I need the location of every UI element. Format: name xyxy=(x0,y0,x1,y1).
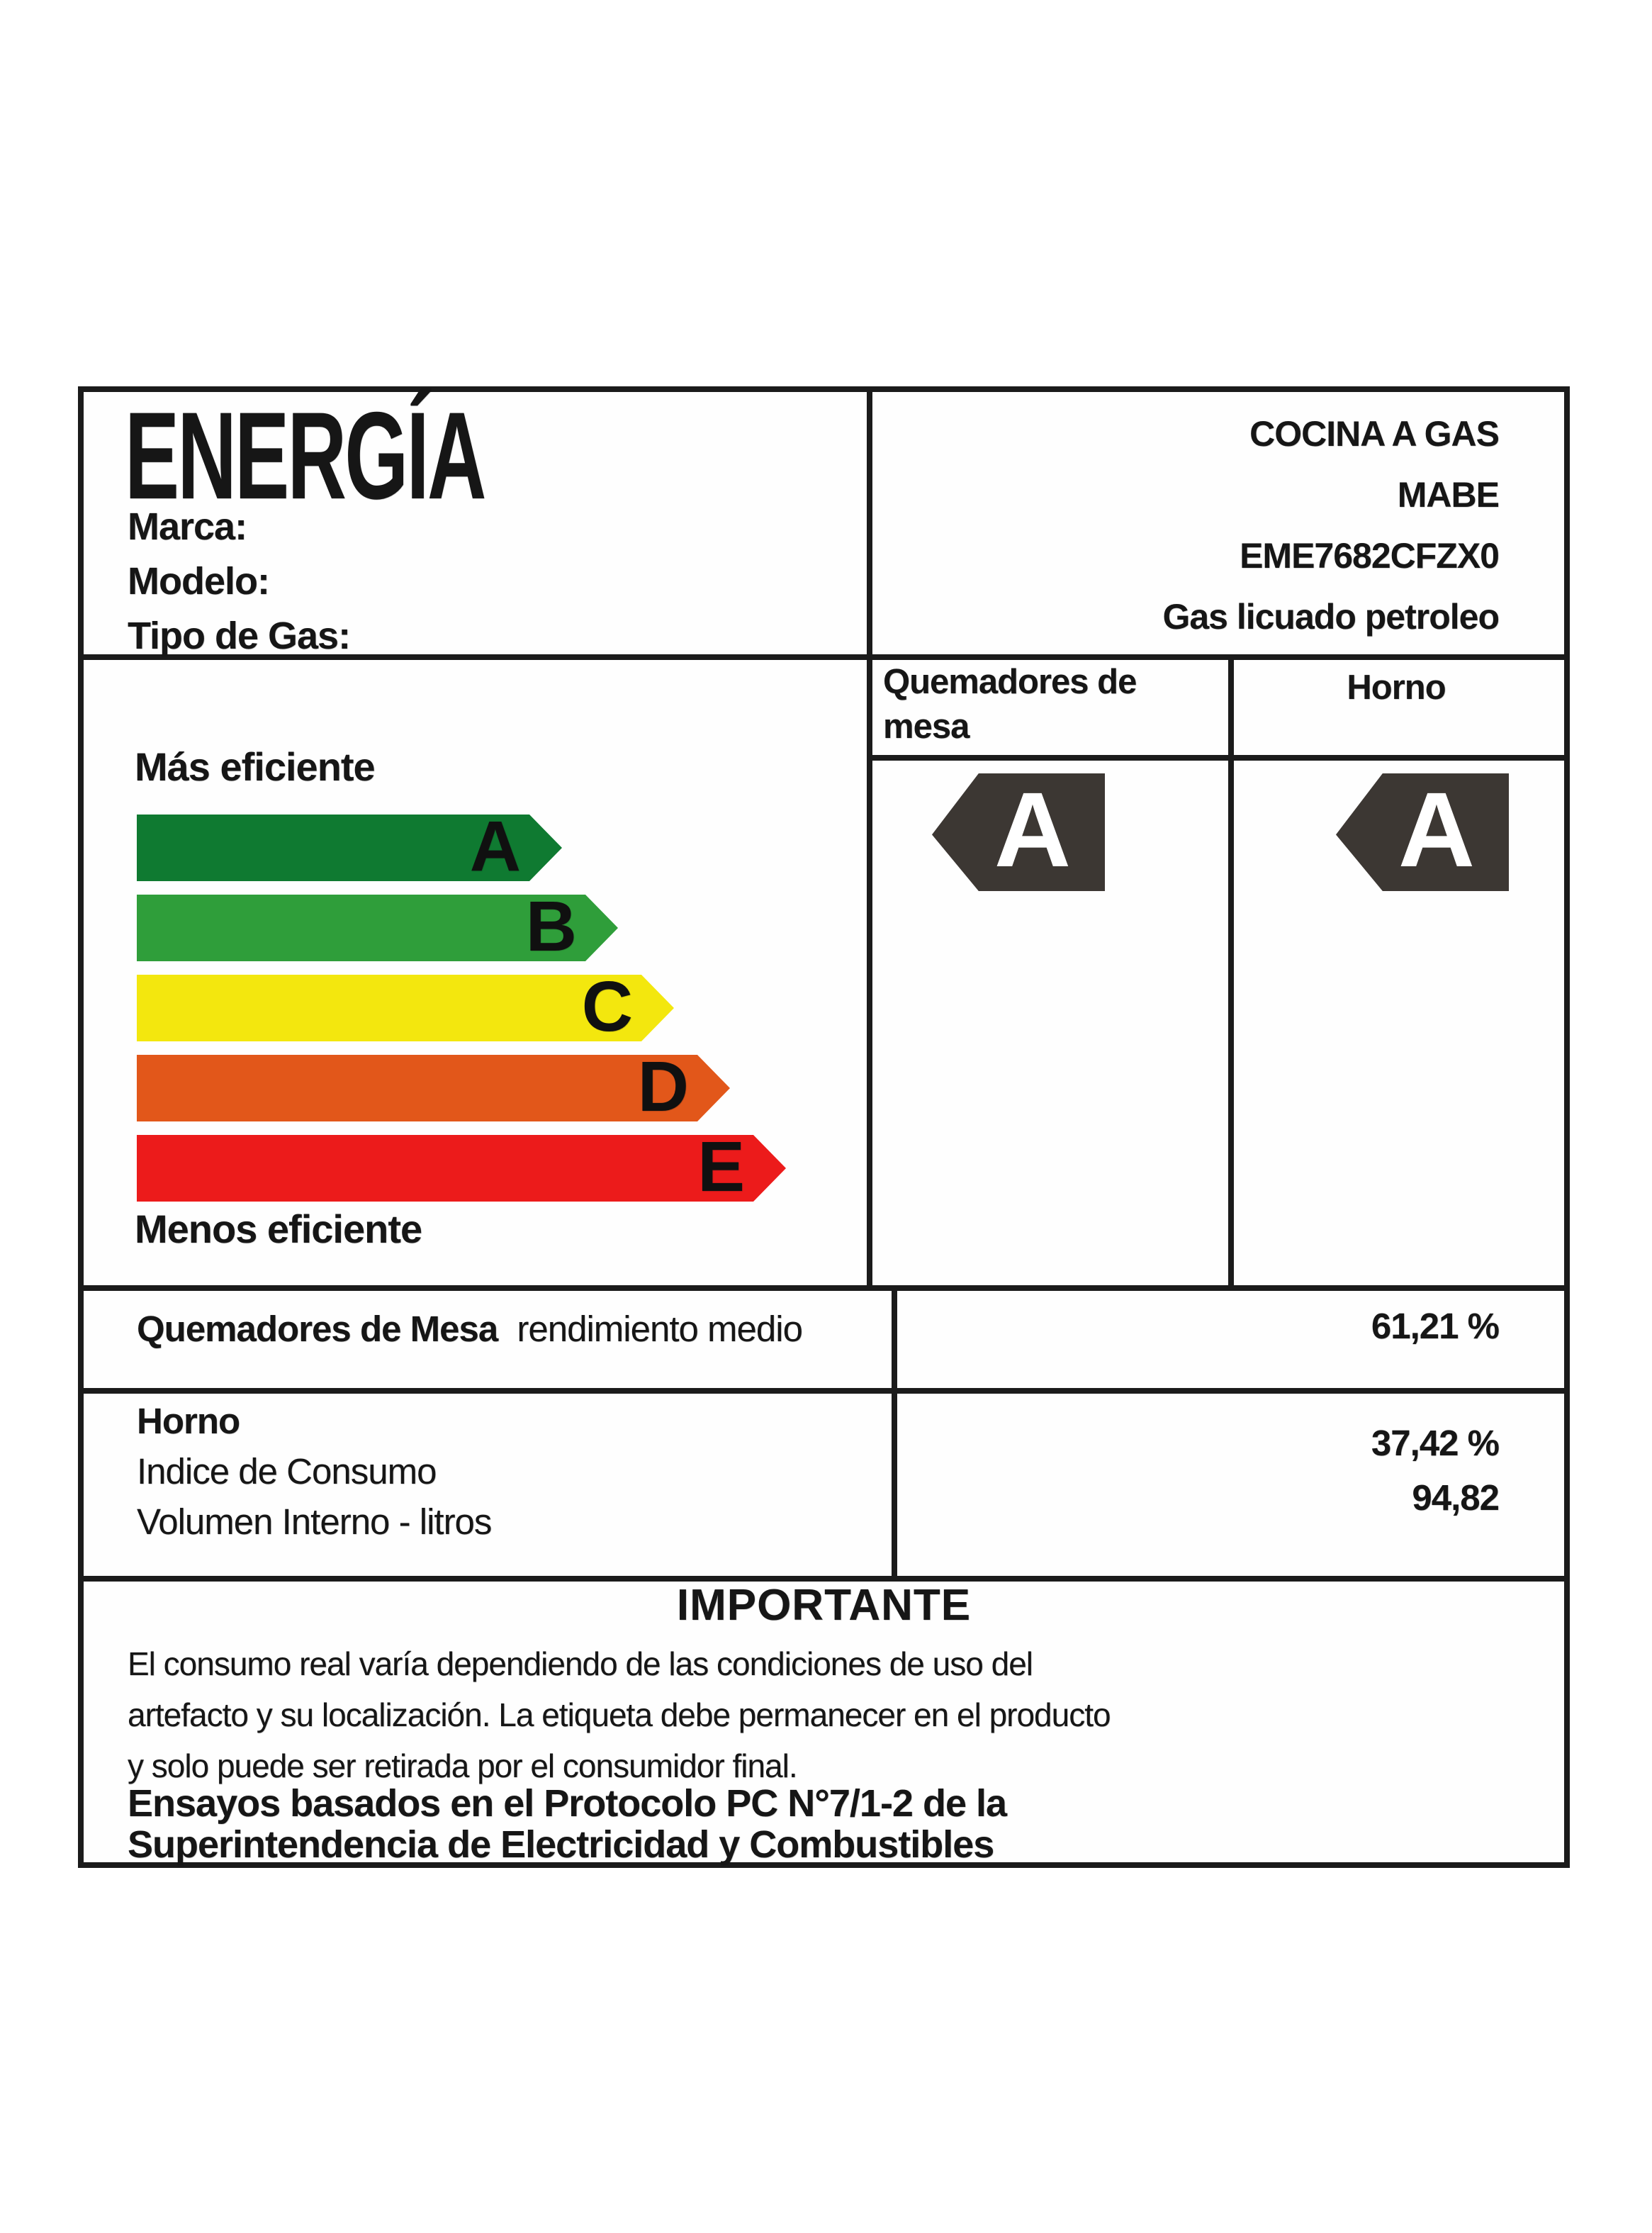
product-type: COCINA A GAS xyxy=(1249,414,1500,454)
important-emphasis: Ensayos basados en el Protocolo PC N°7/1… xyxy=(128,1783,1534,1865)
important-body-line: artefacto y su localización. La etiqueta… xyxy=(128,1696,1111,1733)
important-body: El consumo real varía dependiendo de las… xyxy=(128,1638,1534,1791)
row3-bottom-border xyxy=(84,1388,1564,1394)
oven-internal-volume-label: Volumen Interno - litros xyxy=(137,1501,492,1542)
column-header-burners: Quemadores de mesa xyxy=(883,663,1137,746)
oven-consumption-index-value: 37,42 % xyxy=(1371,1423,1500,1463)
header-vertical-divider xyxy=(867,392,872,1285)
oven-rating-letter: A xyxy=(1398,770,1476,890)
more-efficient-label: Más eficiente xyxy=(135,744,376,789)
row2-bottom-border xyxy=(84,1285,1564,1291)
field-label-marca: Marca: xyxy=(128,505,247,548)
important-emphasis-line: Superintendencia de Electricidad y Combu… xyxy=(128,1823,994,1866)
efficiency-bar-e: E xyxy=(137,1135,786,1202)
product-gas-type: Gas licuado petroleo xyxy=(1162,597,1500,637)
oven-internal-volume-value: 94,82 xyxy=(1412,1477,1500,1518)
efficiency-bar-letter: D xyxy=(637,1047,689,1126)
important-emphasis-line: Ensayos basados en el Protocolo PC N°7/1… xyxy=(128,1782,1007,1825)
efficiency-bar-letter: A xyxy=(469,807,521,886)
burners-performance-label-bold: Quemadores de Mesa xyxy=(137,1309,498,1349)
column-header-bottom-border xyxy=(867,755,1564,761)
field-label-modelo: Modelo: xyxy=(128,560,270,603)
less-efficient-label: Menos eficiente xyxy=(135,1207,422,1251)
page-title: ENERGÍA xyxy=(125,387,486,525)
row4-bottom-border xyxy=(84,1576,1564,1582)
burners-rating-letter: A xyxy=(994,770,1072,890)
oven-labels: Horno Indice de Consumo Volumen Interno … xyxy=(137,1396,492,1547)
important-title: IMPORTANTE xyxy=(676,1581,972,1630)
burners-rating-arrow: A xyxy=(932,773,1105,891)
efficiency-bar-b: B xyxy=(137,895,618,961)
field-label-tipo-de-gas: Tipo de Gas: xyxy=(128,615,351,657)
oven-consumption-index-label: Indice de Consumo xyxy=(137,1451,437,1492)
efficiency-bar-a: A xyxy=(137,815,562,881)
field-labels: Marca: Modelo: Tipo de Gas: xyxy=(128,500,351,664)
efficiency-bar-d: D xyxy=(137,1055,730,1121)
values-vertical-divider xyxy=(892,1285,897,1576)
column-header-oven: Horno xyxy=(1347,668,1446,707)
efficiency-bar-letter: B xyxy=(525,887,577,966)
oven-title: Horno xyxy=(137,1401,240,1441)
product-info-block: COCINA A GAS MABE EME7682CFZX0 Gas licua… xyxy=(872,403,1500,647)
efficiency-bar-c: C xyxy=(137,975,674,1041)
product-brand: MABE xyxy=(1397,475,1500,515)
oven-values: 37,42 % 94,82 xyxy=(892,1416,1500,1525)
important-body-line: y solo puede ser retirada por el consumi… xyxy=(128,1747,798,1784)
energy-label: ENERGÍA Marca: Modelo: Tipo de Gas: COCI… xyxy=(78,386,1570,1868)
product-model: EME7682CFZX0 xyxy=(1240,536,1500,576)
burners-performance-label: Quemadores de Mesa rendimiento medio xyxy=(137,1308,803,1350)
burners-performance-label-regular: rendimiento medio xyxy=(517,1309,803,1349)
oven-rating-arrow: A xyxy=(1336,773,1509,891)
important-body-line: El consumo real varía dependiendo de las… xyxy=(128,1645,1033,1682)
efficiency-bar-letter: E xyxy=(697,1127,745,1207)
burners-performance-value: 61,21 % xyxy=(1371,1306,1500,1346)
rating-columns-divider xyxy=(1228,654,1234,1285)
row1-bottom-border xyxy=(84,654,1564,660)
efficiency-bar-letter: C xyxy=(581,967,633,1046)
